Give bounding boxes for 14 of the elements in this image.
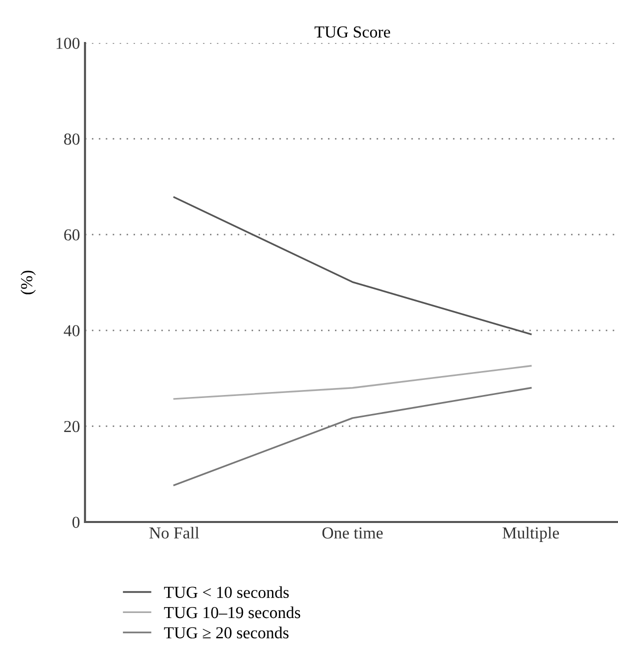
legend-label: TUG 10–19 seconds: [164, 606, 300, 618]
y-tick-label: 100: [56, 38, 80, 49]
x-tick-label: One time: [322, 527, 383, 539]
x-tick-label: Multiple: [502, 526, 559, 542]
y-tick-label: 20: [64, 420, 80, 432]
y-axis-title: (%): [20, 270, 36, 294]
x-tick-label: No Fall: [149, 526, 200, 539]
y-tick-label: 80: [64, 134, 80, 145]
y-tick-label: 40: [64, 325, 80, 336]
y-tick-label: 0: [72, 516, 80, 528]
legend-label: TUG < 10 seconds: [164, 586, 289, 598]
chart-title: TUG Score: [314, 26, 390, 38]
legend-label: TUG ≥ 20 seconds: [164, 626, 288, 638]
y-tick-label: 60: [64, 229, 80, 241]
